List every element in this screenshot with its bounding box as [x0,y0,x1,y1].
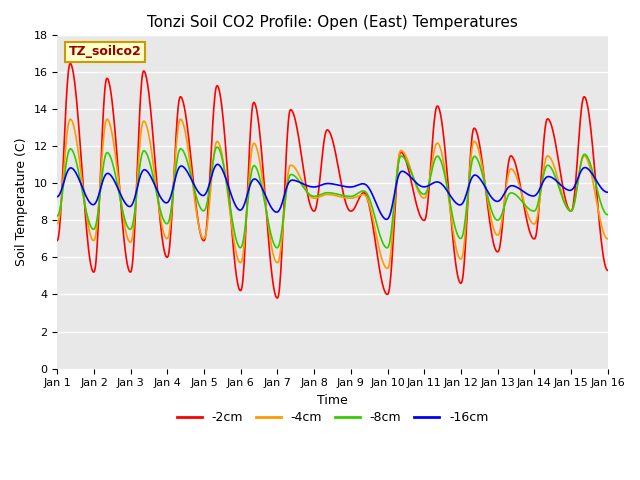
-4cm [54,221,61,227]
-8cm [200,208,207,214]
-16cm [383,216,390,222]
-16cm [259,186,266,192]
-2cm [67,60,74,66]
-8cm [213,144,221,150]
-4cm [67,116,74,122]
-4cm [338,194,346,200]
-8cm [338,192,346,198]
Line: -2cm: -2cm [58,63,607,298]
-16cm [54,194,61,200]
-16cm [200,192,207,198]
-16cm [338,183,346,189]
-4cm [604,236,611,242]
-2cm [452,264,460,270]
-8cm [54,213,61,219]
-4cm [200,236,207,241]
-2cm [273,295,281,301]
-16cm [125,204,133,209]
-8cm [569,205,577,211]
Title: Tonzi Soil CO2 Profile: Open (East) Temperatures: Tonzi Soil CO2 Profile: Open (East) Temp… [147,15,518,30]
-4cm [452,246,460,252]
-2cm [259,159,266,165]
-4cm [383,265,391,271]
-2cm [569,204,577,210]
-16cm [452,200,460,206]
Line: -4cm: -4cm [58,119,607,268]
-16cm [214,161,221,167]
-8cm [452,228,460,234]
-16cm [569,186,577,192]
-8cm [383,245,390,251]
Text: TZ_soilco2: TZ_soilco2 [68,45,141,59]
Line: -16cm: -16cm [58,164,607,219]
-2cm [126,269,134,275]
Y-axis label: Soil Temperature (C): Soil Temperature (C) [15,138,28,266]
-2cm [604,267,611,273]
X-axis label: Time: Time [317,394,348,407]
-4cm [259,177,266,182]
-2cm [339,186,346,192]
-16cm [604,190,611,195]
-4cm [569,206,577,212]
-8cm [259,188,266,193]
-4cm [126,240,134,245]
-2cm [54,238,61,243]
Line: -8cm: -8cm [58,147,607,248]
-2cm [200,238,207,243]
-8cm [604,212,611,217]
Legend: -2cm, -4cm, -8cm, -16cm: -2cm, -4cm, -8cm, -16cm [172,406,493,429]
-8cm [125,226,133,232]
